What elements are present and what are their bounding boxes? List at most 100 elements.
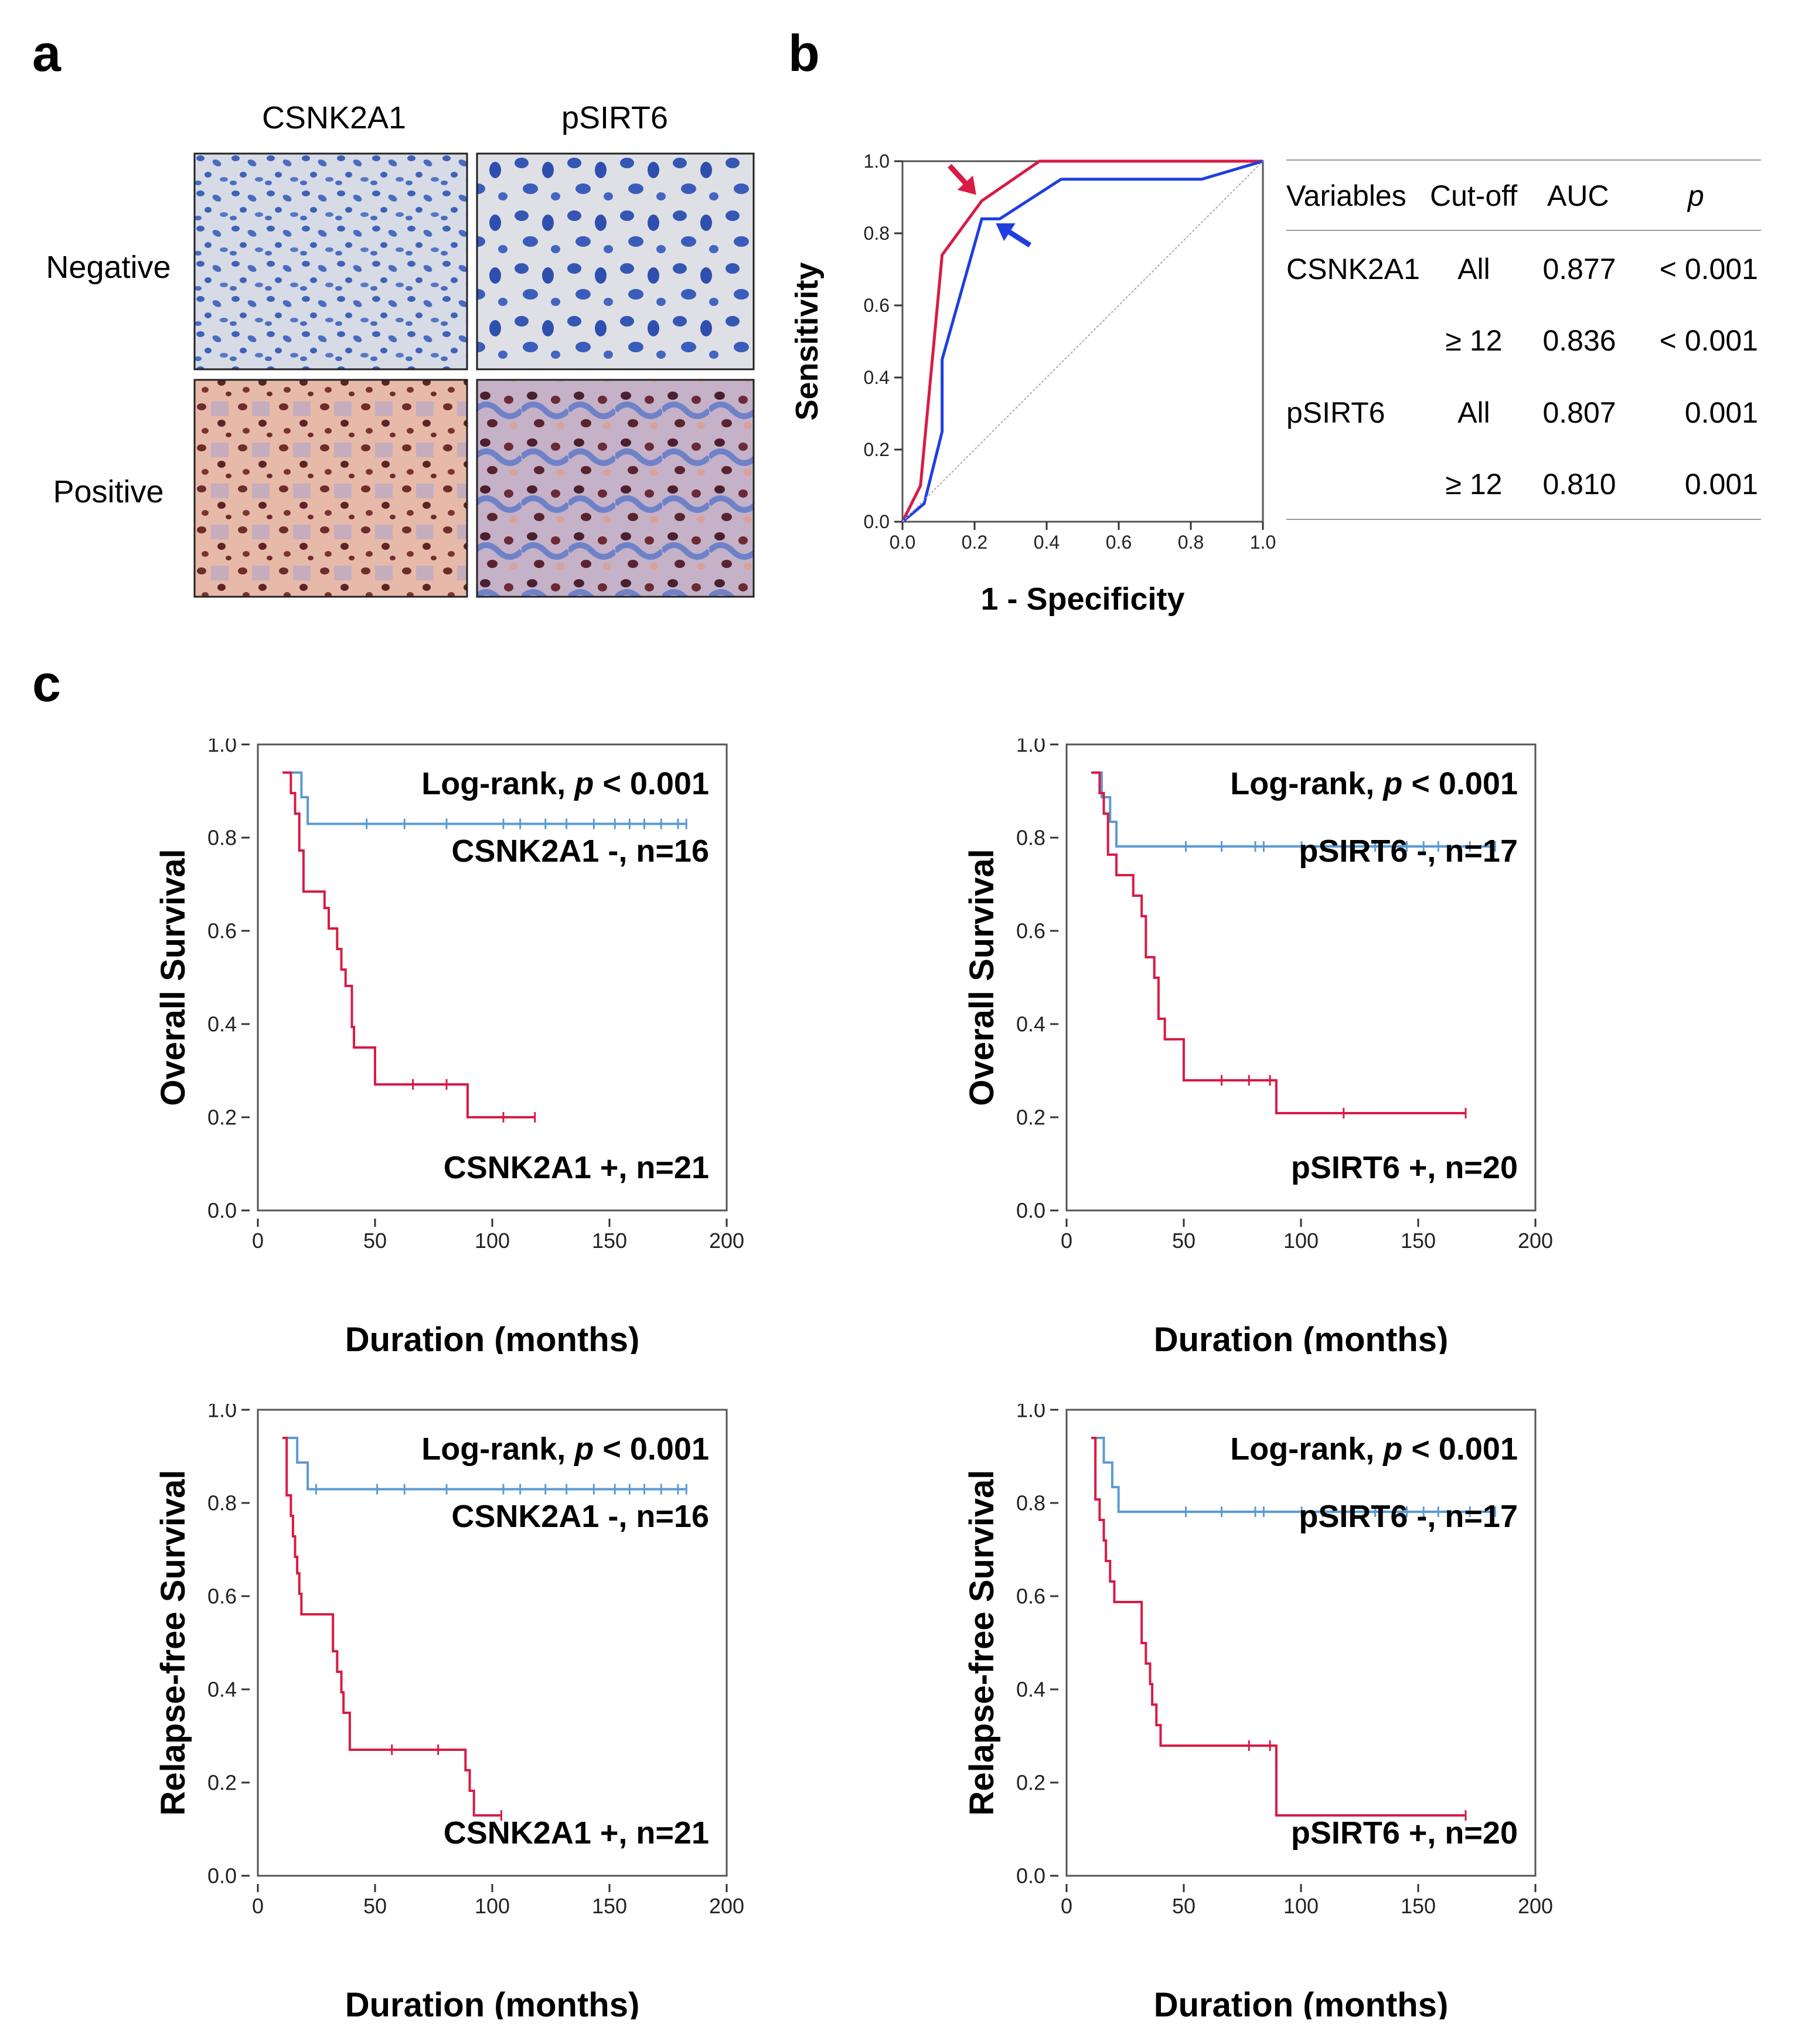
table-header-cutoff: Cut-off (1430, 179, 1518, 212)
x-tick-label: 0.0 (890, 532, 915, 553)
y-tick-label: 1.0 (1016, 1404, 1045, 1422)
x-tick-label: 0 (252, 1229, 264, 1253)
y-axis-label: Relapse-free Survival (963, 1470, 1001, 1816)
x-tick-label: 50 (363, 1894, 387, 1918)
series-label: CSNK2A1 +, n=21 (444, 1150, 709, 1185)
logrank-p: p (1382, 766, 1402, 801)
roc-chart: 0.0 0.2 0.4 0.6 0.8 1.0 0.0 0.2 0.4 0.6 0.8 1.0 1 - … (789, 151, 1276, 617)
y-tick-label: 0.0 (1016, 1199, 1045, 1223)
y-tick-label: 0.6 (864, 295, 890, 316)
y-tick-label: 1.0 (1016, 739, 1045, 757)
row-label-negative: Negative (46, 250, 171, 285)
logrank-p: p (573, 766, 594, 801)
plot-frame (1065, 743, 1537, 1212)
x-tick-label: 0 (1061, 1894, 1072, 1918)
x-axis-label: 1 - Specificity (980, 581, 1184, 617)
logrank-annotation: Log-rank, p < 0.001 (421, 766, 709, 801)
y-tick-label: 0.2 (864, 439, 890, 460)
x-tick-label: 100 (1283, 1894, 1319, 1918)
logrank-prefix: Log-rank, (1230, 1431, 1383, 1467)
y-axis-label: Overall Survival (963, 849, 1001, 1106)
table-cell-variable: CSNK2A1 (1286, 253, 1420, 285)
x-tick-label: 1.0 (1250, 532, 1276, 553)
x-tick-label: 150 (1401, 1229, 1436, 1253)
x-tick-label: 0.2 (962, 532, 987, 553)
y-tick-label: 0.4 (1016, 1678, 1045, 1702)
x-tick-label: 100 (1283, 1229, 1319, 1253)
panel-c-letter: c (32, 654, 61, 712)
ihc-csnk2a1-negative (193, 152, 468, 370)
y-tick-label: 0.6 (1016, 1584, 1045, 1608)
logrank-prefix: Log-rank, (421, 766, 574, 801)
x-tick-label: 150 (592, 1229, 627, 1253)
series-label: CSNK2A1 -, n=16 (451, 1499, 709, 1534)
column-label-psirt6: pSIRT6 (561, 100, 669, 135)
table-top-rule (1286, 159, 1761, 161)
y-tick-label: 0.4 (1016, 1012, 1045, 1036)
y-tick-label: 0.4 (207, 1012, 237, 1036)
arrow-head (996, 223, 1016, 242)
table-cell-auc: 0.810 (1542, 468, 1616, 501)
y-tick-label: 0.6 (207, 1584, 237, 1608)
ihc-psirt6-negative (476, 152, 755, 370)
table-header-p: p (1688, 179, 1704, 212)
y-tick-label: 0.8 (864, 223, 890, 244)
logrank-prefix: Log-rank, (421, 1431, 574, 1467)
logrank-prefix: Log-rank, (1230, 766, 1383, 801)
y-tick-label: 0.0 (207, 1864, 237, 1888)
table-cell-p: < 0.001 (1659, 253, 1758, 285)
logrank-value: < 0.001 (1402, 1431, 1518, 1467)
series-label: CSNK2A1 -, n=16 (451, 834, 709, 869)
km-chart-os-csnk2a1: 0 50 100 150 200 0.0 0.2 0.4 0.6 0.8 1.0 Duration (… (154, 739, 744, 1354)
series-label: pSIRT6 +, n=20 (1291, 1815, 1518, 1851)
table-cell-p: 0.001 (1684, 396, 1758, 429)
y-tick-label: 1.0 (207, 1404, 237, 1422)
y-tick-label: 0.8 (207, 1491, 237, 1515)
table-header-rule (1286, 230, 1761, 231)
km-curve (1091, 1437, 1496, 1513)
y-tick-label: 0.2 (207, 1106, 237, 1130)
table-cell-cutoff: All (1457, 253, 1490, 285)
km-curve (282, 1437, 687, 1491)
y-tick-label: 0.2 (1016, 1771, 1045, 1795)
y-tick-label: 0.4 (207, 1678, 237, 1702)
panel-a-letter: a (32, 24, 61, 82)
y-tick-label: 1.0 (207, 739, 237, 757)
table-bottom-rule (1286, 519, 1761, 520)
table-header-variables: Variables (1286, 179, 1406, 212)
y-axis-label: Overall Survival (154, 849, 192, 1106)
logrank-value: < 0.001 (1402, 766, 1518, 801)
x-tick-label: 100 (475, 1894, 510, 1918)
x-tick-label: 200 (709, 1894, 744, 1918)
table-cell-cutoff: All (1457, 396, 1490, 429)
x-tick-label: 100 (475, 1229, 510, 1253)
km-curve (1091, 771, 1466, 1114)
x-tick-label: 50 (363, 1229, 387, 1253)
table-cell-auc: 0.877 (1542, 253, 1616, 285)
plot-frame (257, 1409, 728, 1877)
x-tick-label: 150 (1401, 1894, 1436, 1918)
logrank-value: < 0.001 (594, 766, 709, 801)
table-cell-p: < 0.001 (1659, 324, 1758, 357)
y-tick-label: 0.0 (207, 1199, 237, 1223)
y-tick-label: 0.6 (207, 919, 237, 943)
y-tick-label: 0.0 (864, 511, 890, 532)
column-label-csnk2a1: CSNK2A1 (261, 100, 407, 135)
y-tick-label: 0.6 (1016, 919, 1045, 943)
arrow-head (957, 175, 976, 195)
x-axis-label: Duration (months) (1154, 1986, 1449, 2019)
logrank-annotation: Log-rank, p < 0.001 (421, 1431, 709, 1467)
x-tick-label: 200 (709, 1229, 744, 1253)
roc-curve-psirt6 (901, 159, 1263, 523)
x-tick-label: 0.4 (1034, 532, 1060, 553)
km-chart-rfs-psirt6: 0 50 100 150 200 0.0 0.2 0.4 0.6 0.8 1.0 Duration (… (963, 1404, 1553, 2019)
table-cell-p: 0.001 (1684, 468, 1758, 501)
x-tick-label: 50 (1172, 1229, 1195, 1253)
series-label: pSIRT6 -, n=17 (1299, 1499, 1518, 1534)
km-curve (282, 1437, 502, 1817)
km-chart-os-psirt6: 0 50 100 150 200 0.0 0.2 0.4 0.6 0.8 1.0 Duration (… (963, 739, 1553, 1354)
logrank-p: p (1382, 1431, 1402, 1467)
y-tick-label: 0.4 (864, 367, 890, 388)
y-tick-label: 0.8 (207, 826, 237, 850)
series-label: pSIRT6 -, n=17 (1299, 834, 1518, 869)
